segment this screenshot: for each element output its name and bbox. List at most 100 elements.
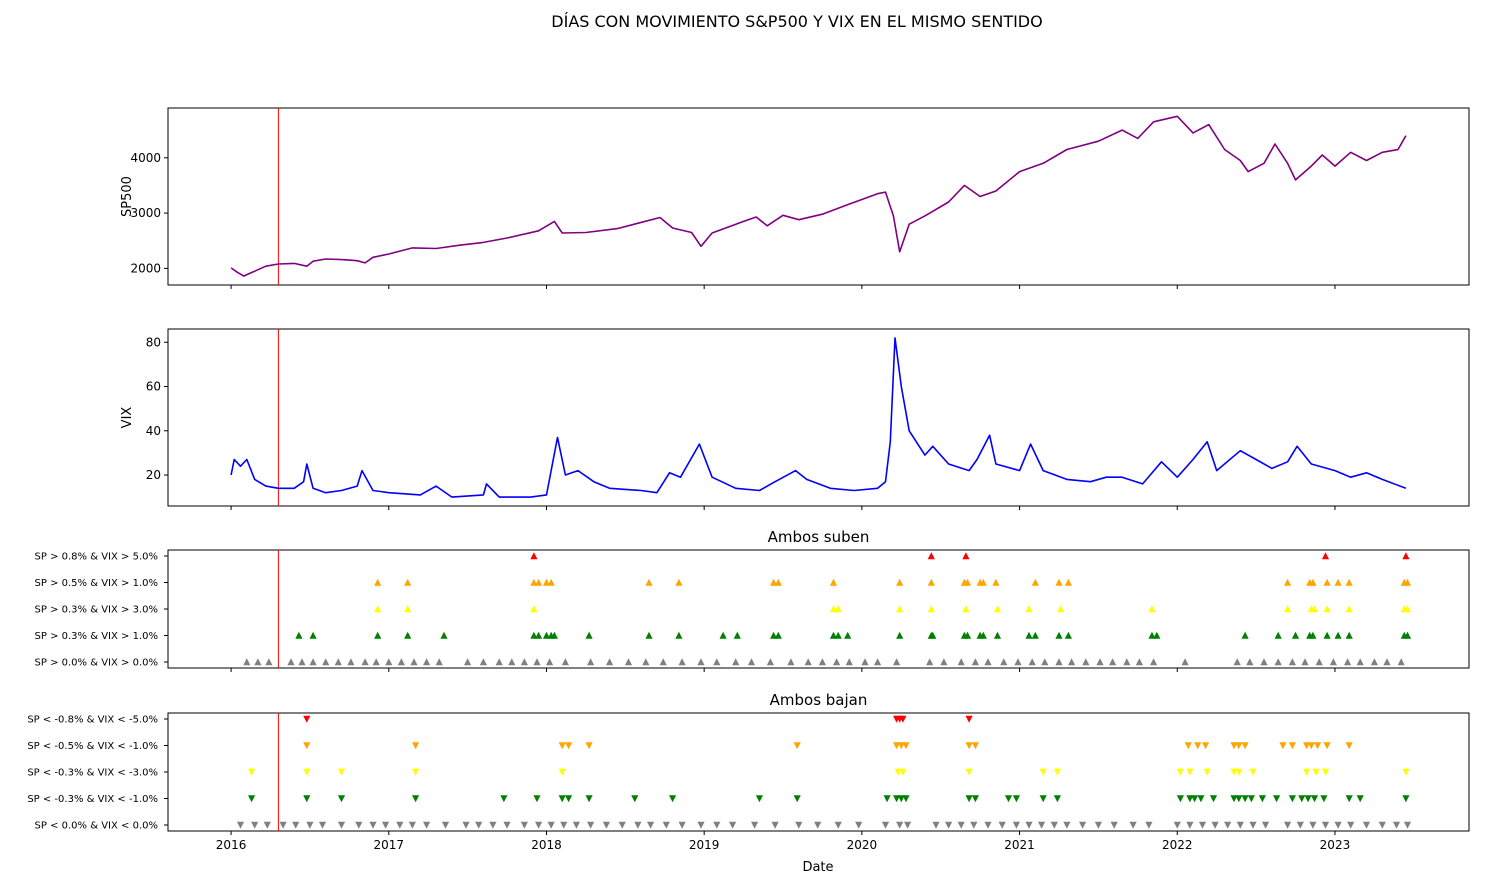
up-marker	[508, 658, 516, 666]
up-marker	[1403, 605, 1412, 613]
up-marker	[697, 658, 705, 666]
up-marker	[1057, 605, 1065, 613]
down-marker	[618, 821, 626, 829]
down-marker	[1202, 742, 1210, 750]
down-marker	[1403, 821, 1412, 829]
up-marker	[1123, 658, 1131, 666]
up-marker	[834, 631, 842, 639]
down-marker	[1186, 768, 1194, 776]
down-marker	[1197, 795, 1205, 803]
up-marker	[243, 658, 251, 666]
down-marker	[1224, 821, 1232, 829]
up-marker	[309, 631, 317, 639]
down-marker	[1303, 768, 1311, 776]
up-marker	[829, 605, 838, 613]
up-marker	[675, 578, 683, 586]
up-marker	[542, 631, 551, 639]
down-marker	[1262, 821, 1270, 829]
down-marker	[932, 821, 940, 829]
figure-title: DÍAS CON MOVIMIENTO S&P500 Y VIX EN EL M…	[551, 12, 1042, 31]
up-axes: SP > 0.0% & VIX > 0.0% SP > 0.3% & VIX > …	[35, 528, 1470, 672]
down-marker	[535, 821, 543, 829]
up-marker	[829, 631, 838, 639]
down-marker	[520, 821, 528, 829]
up-marker	[533, 658, 541, 666]
up-marker	[1344, 658, 1352, 666]
up-marker	[766, 658, 774, 666]
up-marker	[298, 658, 306, 666]
down-marker	[1176, 795, 1184, 803]
down-marker	[396, 821, 404, 829]
up-marker	[1291, 631, 1300, 639]
x-tick-label: 2019	[689, 838, 720, 852]
up-marker	[479, 658, 487, 666]
up-marker	[963, 578, 972, 586]
up-marker	[747, 658, 756, 666]
down-marker	[631, 795, 639, 803]
down-marker	[1296, 821, 1304, 829]
down-marker	[1288, 795, 1296, 803]
down-marker	[1012, 821, 1020, 829]
up-marker	[547, 578, 555, 586]
up-marker	[770, 578, 778, 586]
up-marker	[322, 658, 330, 666]
down-marker	[1307, 742, 1315, 750]
down-marker	[1004, 795, 1013, 803]
up-marker	[334, 658, 342, 666]
up-marker	[1403, 631, 1412, 639]
category-label: SP < -0.3% & VIX < -1.0%	[27, 794, 158, 805]
down-frame	[167, 712, 1470, 832]
x-tick-label: 2017	[374, 838, 405, 852]
down-marker	[1320, 795, 1328, 803]
up-marker	[896, 631, 904, 639]
down-marker	[1378, 821, 1386, 829]
up-marker	[1082, 658, 1090, 666]
up-marker	[774, 631, 782, 639]
up-marker	[374, 631, 382, 639]
up-marker	[1233, 658, 1241, 666]
up-marker	[1334, 631, 1342, 639]
down-marker	[572, 821, 580, 829]
down-marker	[318, 821, 327, 829]
down-marker	[1198, 821, 1207, 829]
up-marker	[1025, 605, 1033, 613]
down-marker	[462, 821, 470, 829]
down-marker	[503, 821, 511, 829]
down-marker	[814, 821, 822, 829]
down-marker	[1298, 795, 1306, 803]
y-tick-label: 20	[146, 468, 161, 482]
up-marker	[1260, 658, 1268, 666]
down-marker	[1249, 768, 1257, 776]
up-marker	[645, 631, 653, 639]
up-marker	[1064, 578, 1072, 586]
up-marker	[861, 658, 869, 666]
down-marker	[902, 742, 910, 750]
down-marker	[965, 715, 973, 723]
down-marker	[1312, 768, 1320, 776]
down-marker	[662, 821, 670, 829]
vix-series-line	[230, 337, 1407, 498]
down-marker	[412, 768, 420, 776]
up-marker	[254, 658, 262, 666]
up-marker	[926, 658, 934, 666]
up-marker	[1150, 658, 1158, 666]
x-tick-label: 2023	[1320, 838, 1351, 852]
up-marker	[927, 578, 935, 586]
y-tick-label: 3000	[130, 206, 161, 220]
category-label: SP < -0.5% & VIX < -1.0%	[27, 741, 158, 752]
down-marker	[475, 821, 483, 829]
up-marker	[1148, 631, 1156, 639]
up-marker	[1323, 578, 1331, 586]
up-marker	[265, 658, 273, 666]
up-marker	[1041, 658, 1049, 666]
sp500-series-line	[230, 115, 1407, 277]
up-marker	[397, 658, 405, 666]
down-marker	[1173, 821, 1181, 829]
category-label: SP > 0.3% & VIX > 3.0%	[35, 605, 158, 616]
up-marker	[829, 578, 838, 586]
up-marker	[1345, 631, 1353, 639]
up-marker	[374, 605, 382, 613]
up-marker	[893, 658, 901, 666]
down-marker	[587, 821, 595, 829]
